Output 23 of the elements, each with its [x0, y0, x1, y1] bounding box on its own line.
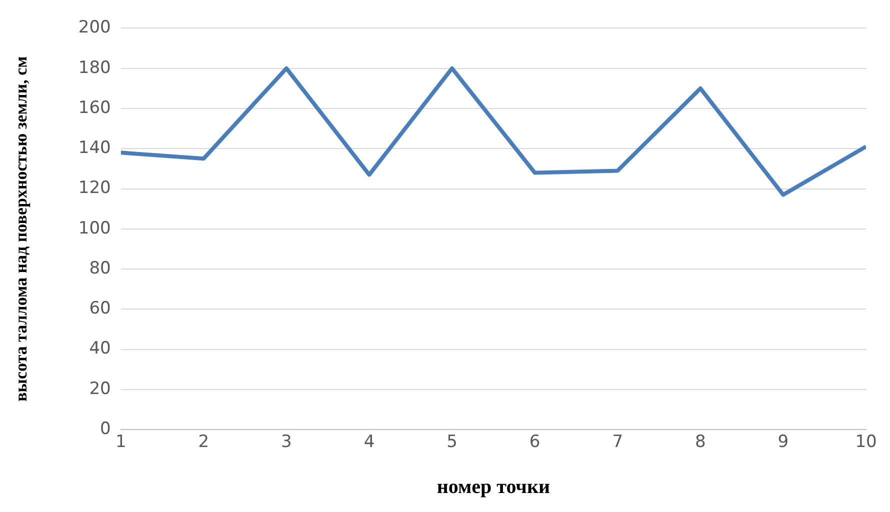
y-tick-label: 40 [89, 338, 111, 359]
x-tick-label: 6 [529, 432, 540, 452]
y-tick-label: 100 [78, 218, 111, 238]
y-tick-label: 140 [78, 138, 111, 158]
x-tick-label: 10 [855, 432, 877, 452]
y-tick-label: 160 [78, 98, 111, 118]
x-tick-label: 5 [446, 432, 458, 452]
y-tick-label: 200 [78, 18, 111, 38]
y-axis-title: высота таллома над поверхностью земли, см [12, 56, 31, 402]
y-tick-label: 120 [78, 178, 111, 198]
x-axis-title: номер точки [436, 476, 550, 498]
x-tick-label: 9 [778, 432, 789, 452]
y-tick-label: 80 [89, 258, 111, 278]
x-tick-label: 8 [694, 432, 706, 452]
x-tick-label: 3 [281, 432, 292, 452]
y-tick-label: 180 [78, 58, 111, 78]
y-tick-label: 60 [89, 298, 111, 319]
x-tick-label: 4 [364, 432, 375, 452]
y-tick-label: 20 [89, 378, 111, 399]
x-tick-label: 7 [612, 432, 624, 452]
x-tick-label: 2 [198, 432, 210, 452]
x-tick-label: 1 [115, 432, 126, 452]
y-tick-label: 0 [100, 419, 111, 440]
